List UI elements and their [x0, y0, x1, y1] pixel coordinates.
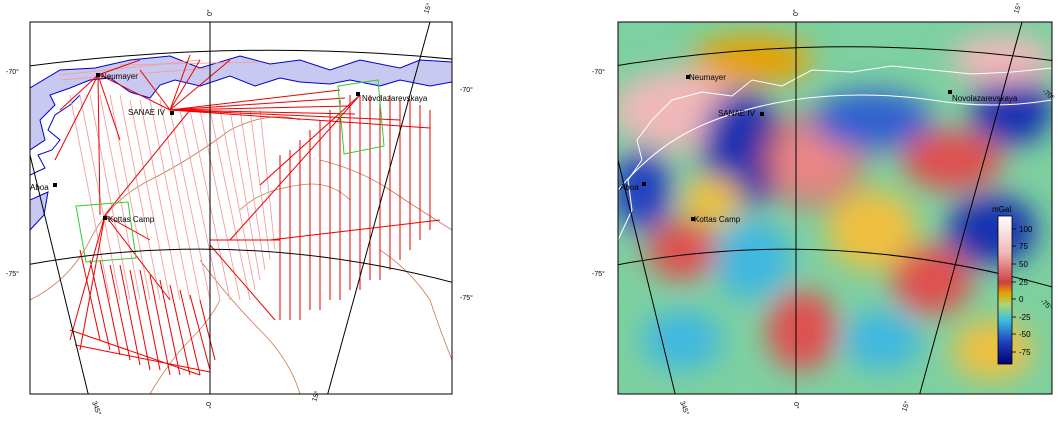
lat-label-left-70: -70°	[6, 68, 19, 76]
colorbar: mGal 100 75 50 25 0 -25 -50 -75	[992, 205, 1033, 365]
lat-label-right-70: -70°	[460, 86, 473, 94]
anomaly-field	[618, 35, 1052, 380]
lon-label-top-0-right: 0°	[792, 9, 800, 16]
station-label-novolazarevskaya-right: Novolazarevskaya	[952, 94, 1018, 103]
lat-label-right-75: -75°	[460, 294, 473, 302]
station-label-novolazarevskaya: Novolazarevskaya	[362, 94, 428, 103]
lon-label-bottom-345-right: 345°	[678, 400, 691, 417]
survey-area-boxes	[75, 79, 385, 263]
station-label-neumayer-right: Neumayer	[689, 73, 726, 82]
station-markers	[53, 73, 360, 220]
lon-label-bottom-15: 15°	[310, 390, 321, 403]
station-label-sanae-right: SANAE IV	[718, 109, 756, 118]
station-label-aboa: Aboa	[30, 183, 49, 192]
map-frame	[29, 21, 453, 395]
survey-flight-lines	[54, 54, 441, 376]
colorbar-tick-25: 25	[1019, 278, 1028, 287]
colorbar-tick-100: 100	[1019, 225, 1033, 234]
station-label-kottas: Kottas Camp	[108, 215, 155, 224]
station-markers-right	[642, 75, 952, 221]
colorbar-unit: mGal	[992, 205, 1011, 214]
colorbar-tick-0: 0	[1019, 295, 1024, 304]
graticule	[30, 22, 452, 394]
lon-label-bottom-345: 345°	[90, 400, 103, 417]
coastline	[618, 65, 1052, 241]
station-label-sanae: SANAE IV	[128, 108, 166, 117]
coastline-west	[30, 94, 81, 176]
lon-label-top-15-right: 15°	[1012, 2, 1023, 15]
lon-label-top-15: 15°	[422, 2, 433, 15]
station-label-kottas-right: Kottas Camp	[694, 215, 741, 224]
flightline-map: Neumayer SANAE IV Novolazarevskaya Aboa …	[6, 2, 473, 417]
colorbar-tick-neg50: -50	[1019, 330, 1031, 339]
graticule-right	[618, 22, 1052, 394]
lon-label-bottom-0: 0°	[204, 402, 212, 409]
flightline-map-panel: Neumayer SANAE IV Novolazarevskaya Aboa …	[0, 0, 531, 422]
colorbar-tick-50: 50	[1019, 260, 1028, 269]
gravity-map: Neumayer SANAE IV Novolazarevskaya Aboa …	[592, 2, 1056, 417]
lon-label-top-0: 0°	[206, 9, 214, 16]
station-label-neumayer: Neumayer	[101, 72, 138, 81]
colorbar-gradient	[997, 215, 1013, 365]
older-flight-lines	[59, 59, 276, 301]
lon-label-bottom-0-right: 0°	[792, 402, 800, 409]
lat-label-left-70-right: -70°	[592, 68, 605, 76]
lat-label-left-75-right: -75°	[592, 270, 605, 278]
map-frame-right	[617, 21, 1053, 395]
colorbar-tick-75: 75	[1019, 242, 1028, 251]
lon-label-bottom-15-right: 15°	[900, 400, 911, 413]
station-label-aboa-right: Aboa	[620, 183, 639, 192]
gravity-map-panel: Neumayer SANAE IV Novolazarevskaya Aboa …	[532, 0, 1063, 422]
colorbar-tick-neg25: -25	[1019, 313, 1031, 322]
lat-label-left-75: -75°	[6, 270, 19, 278]
colorbar-tick-neg75: -75	[1019, 348, 1031, 357]
